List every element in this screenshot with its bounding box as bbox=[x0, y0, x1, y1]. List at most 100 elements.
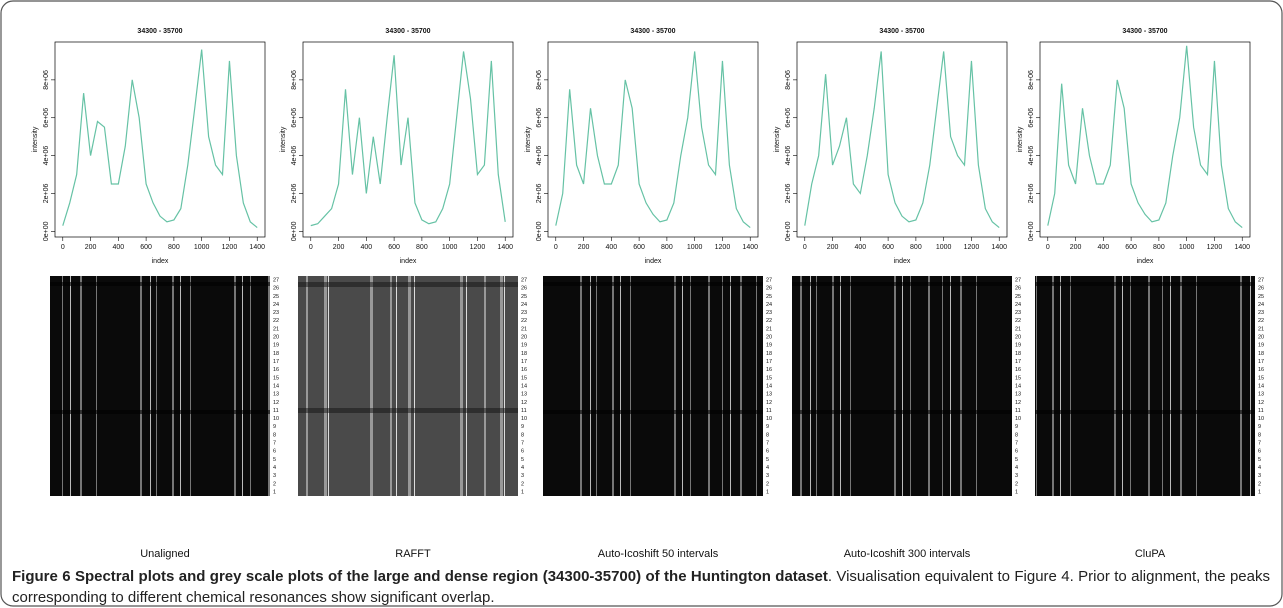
chart-title: 34300 - 35700 bbox=[1122, 28, 1167, 35]
row-label: 16 bbox=[273, 367, 279, 373]
x-tick-label: 400 bbox=[605, 244, 617, 251]
row-label: 14 bbox=[273, 383, 279, 389]
row-label: 13 bbox=[1015, 392, 1021, 398]
row-label: 25 bbox=[766, 294, 772, 300]
row-label: 4 bbox=[273, 465, 276, 471]
row-label: 5 bbox=[766, 457, 769, 463]
row-label: 21 bbox=[273, 326, 279, 332]
row-label: 14 bbox=[521, 383, 527, 389]
row-label: 26 bbox=[766, 286, 772, 292]
chart-title: 34300 - 35700 bbox=[630, 28, 675, 35]
row-label: 6 bbox=[1015, 449, 1018, 455]
row-label: 14 bbox=[766, 383, 772, 389]
spectrum-line bbox=[310, 51, 506, 227]
row-label: 16 bbox=[1015, 367, 1021, 373]
row-label: 7 bbox=[521, 441, 524, 447]
y-axis-label: intensity bbox=[774, 126, 781, 152]
row-label: 21 bbox=[521, 326, 527, 332]
row-label: 12 bbox=[273, 400, 279, 406]
row-label: 15 bbox=[766, 375, 772, 381]
row-label: 25 bbox=[273, 294, 279, 300]
caption: Figure 6 Spectral plots and grey scale p… bbox=[12, 566, 1270, 608]
row-label: 19 bbox=[1258, 343, 1264, 349]
plot-box bbox=[547, 41, 759, 238]
x-tick-label: 1400 bbox=[991, 244, 1007, 251]
row-label: 15 bbox=[273, 375, 279, 381]
row-label: 7 bbox=[273, 441, 276, 447]
row-label: 2 bbox=[1015, 481, 1018, 487]
row-label: 13 bbox=[1258, 392, 1264, 398]
row-label: 20 bbox=[1015, 335, 1021, 341]
x-tick-label: 600 bbox=[633, 244, 645, 251]
row-label: 11 bbox=[273, 408, 279, 414]
x-tick-label: 800 bbox=[168, 244, 180, 251]
row-label: 18 bbox=[1258, 351, 1264, 357]
row-label: 5 bbox=[521, 457, 524, 463]
row-label: 8 bbox=[521, 432, 524, 438]
x-tick-label: 1000 bbox=[442, 244, 458, 251]
y-tick-label: 4e+06 bbox=[536, 146, 543, 166]
row-label: 6 bbox=[766, 449, 769, 455]
row-label: 24 bbox=[273, 302, 279, 308]
row-label: 7 bbox=[1258, 441, 1261, 447]
row-label: 20 bbox=[521, 335, 527, 341]
plot-box bbox=[796, 41, 1008, 238]
row-label: 9 bbox=[766, 424, 769, 430]
x-tick-label: 400 bbox=[1097, 244, 1109, 251]
row-label: 12 bbox=[1258, 400, 1264, 406]
row-label: 9 bbox=[521, 424, 524, 430]
row-label: 8 bbox=[766, 432, 769, 438]
row-label: 16 bbox=[766, 367, 772, 373]
row-label: 26 bbox=[1258, 286, 1264, 292]
x-tick-label: 1200 bbox=[222, 244, 238, 251]
row-label: 3 bbox=[1258, 473, 1261, 479]
row-label: 26 bbox=[521, 286, 527, 292]
x-tick-label: 800 bbox=[1153, 244, 1165, 251]
row-label: 16 bbox=[521, 367, 527, 373]
row-label: 10 bbox=[766, 416, 772, 422]
x-tick-label: 200 bbox=[827, 244, 839, 251]
y-axis-label: intensity bbox=[280, 126, 287, 152]
chart-title: 34300 - 35700 bbox=[879, 28, 924, 35]
row-label: 1 bbox=[273, 489, 276, 495]
row-label: 8 bbox=[273, 432, 276, 438]
caption-title: Figure 6 Spectral plots and grey scale p… bbox=[12, 568, 828, 585]
row-label: 3 bbox=[521, 473, 524, 479]
row-label: 5 bbox=[273, 457, 276, 463]
y-tick-label: 8e+06 bbox=[43, 70, 50, 90]
row-label: 3 bbox=[766, 473, 769, 479]
row-label: 22 bbox=[766, 318, 772, 324]
x-tick-label: 1200 bbox=[470, 244, 486, 251]
row-label: 4 bbox=[1015, 465, 1018, 471]
y-tick-label: 2e+06 bbox=[43, 184, 50, 204]
row-label: 23 bbox=[521, 310, 527, 316]
y-tick-label: 6e+06 bbox=[785, 108, 792, 128]
row-label: 13 bbox=[521, 392, 527, 398]
row-label: 5 bbox=[1015, 457, 1018, 463]
y-axis-label: intensity bbox=[32, 126, 39, 152]
row-label: 11 bbox=[766, 408, 772, 414]
row-label: 18 bbox=[273, 351, 279, 357]
row-label: 14 bbox=[1258, 383, 1264, 389]
row-label: 18 bbox=[521, 351, 527, 357]
row-label: 10 bbox=[273, 416, 279, 422]
row-label: 27 bbox=[1015, 277, 1021, 283]
grey-scale-plot bbox=[543, 276, 763, 496]
row-label: 24 bbox=[1258, 302, 1264, 308]
row-label: 14 bbox=[1015, 383, 1021, 389]
row-label: 12 bbox=[766, 400, 772, 406]
row-label: 21 bbox=[766, 326, 772, 332]
x-tick-label: 0 bbox=[554, 244, 558, 251]
row-label: 4 bbox=[1258, 465, 1261, 471]
row-label: 13 bbox=[273, 392, 279, 398]
x-axis-label: index bbox=[152, 258, 169, 265]
row-label: 2 bbox=[1258, 481, 1261, 487]
x-tick-label: 200 bbox=[85, 244, 97, 251]
row-label: 17 bbox=[766, 359, 772, 365]
grey-scale-plot bbox=[298, 276, 518, 496]
row-label: 7 bbox=[766, 441, 769, 447]
x-tick-label: 400 bbox=[112, 244, 124, 251]
row-label: 22 bbox=[1015, 318, 1021, 324]
